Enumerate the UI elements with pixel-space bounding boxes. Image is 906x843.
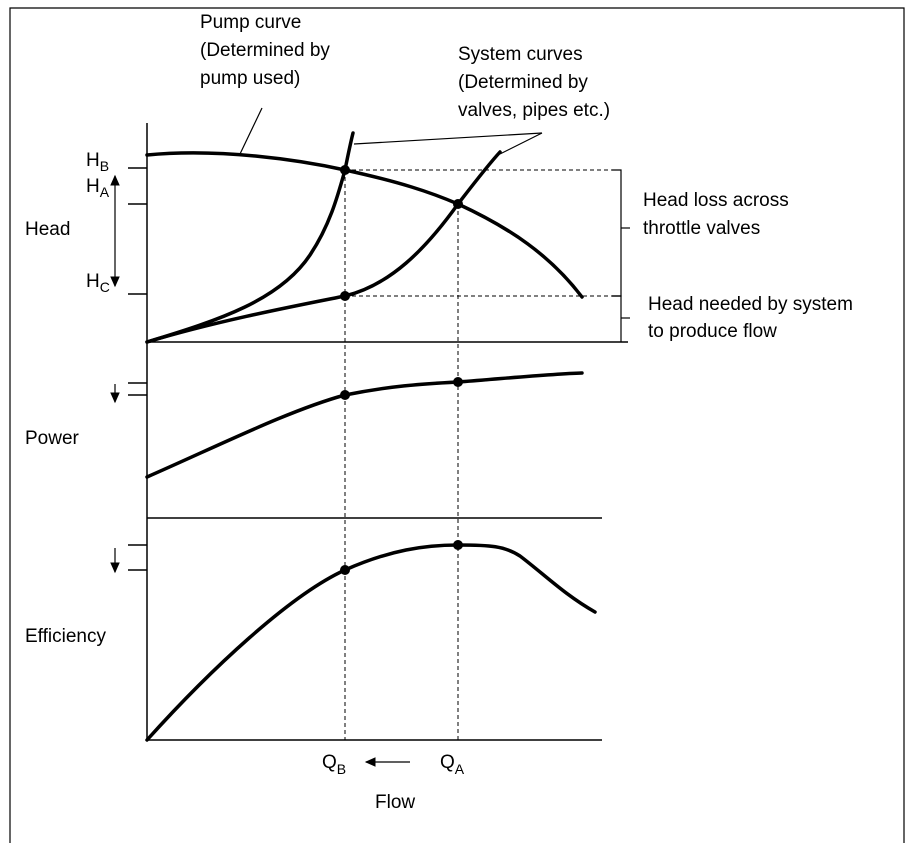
- system-curves-label: (Determined by: [458, 72, 588, 93]
- head-loss-label: Head loss across: [643, 190, 789, 211]
- head-needed-label: Head needed by system: [648, 294, 853, 315]
- h-c-label: HC: [86, 271, 110, 295]
- pump-curve: [145, 151, 584, 299]
- head-needed-label: to produce flow: [648, 321, 777, 342]
- pump-curve-label: Pump curve: [200, 12, 301, 33]
- efficiency-label: Efficiency: [25, 626, 106, 647]
- efficiency-curve: [145, 543, 597, 742]
- pump-curve-label: (Determined by: [200, 40, 330, 61]
- pump-curve-label: pump used): [200, 68, 300, 89]
- system-curve-1: [145, 131, 355, 344]
- head-label: Head: [25, 219, 70, 240]
- head-loss-label: throttle valves: [643, 218, 760, 239]
- system-curves-label: System curves: [458, 44, 583, 65]
- q-b-label: QB: [322, 752, 346, 777]
- h-b-label: HB: [86, 150, 109, 174]
- q-a-label: QA: [440, 752, 465, 777]
- frame: [9, 7, 905, 843]
- leader-lines: [239, 107, 543, 155]
- system-curve-2: [145, 150, 502, 344]
- h-a-label: HA: [86, 176, 110, 200]
- operating-points: [340, 165, 463, 575]
- guide-lines: [344, 169, 612, 740]
- power-label: Power: [25, 428, 80, 449]
- axes: [128, 123, 628, 741]
- power-curve: [145, 371, 584, 479]
- change-arrows: [110, 174, 410, 767]
- flow-label: Flow: [375, 792, 415, 813]
- brackets: [612, 169, 630, 342]
- system-curves-label: valves, pipes etc.): [458, 100, 610, 121]
